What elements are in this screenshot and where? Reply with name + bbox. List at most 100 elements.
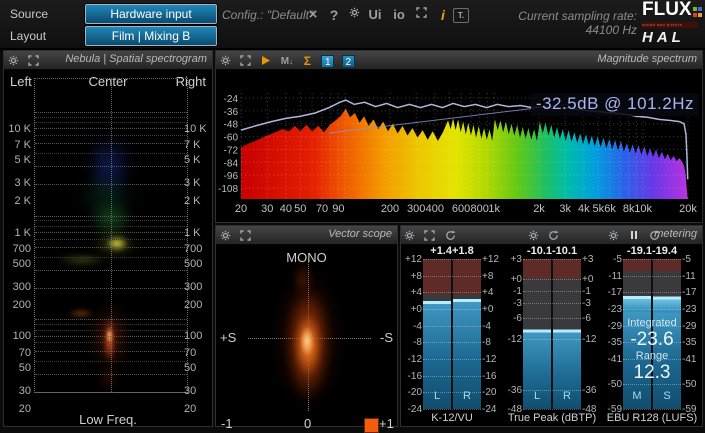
meter-bar [653, 259, 681, 409]
view-2-button[interactable]: 2 [341, 55, 355, 69]
max-hold-icon[interactable]: M↓ [280, 56, 294, 68]
gear-icon[interactable] [403, 230, 416, 243]
expand-icon[interactable] [27, 55, 40, 68]
meter-bar [423, 259, 451, 409]
reset-icon[interactable] [547, 230, 560, 243]
info-icon[interactable]: i [441, 7, 445, 23]
meter-groups[interactable]: +1.4 +1.8 +12 +8 +4 +0 -4 -8 -12 -16 -20 -24 +12 +8 +4… [402, 245, 702, 428]
channel-label: S [663, 390, 671, 402]
freq-tick-label: 100 [12, 330, 31, 343]
freq-tick-label: 2 K [14, 195, 31, 208]
source-button[interactable]: Hardware input [85, 4, 217, 24]
gridline-minor [35, 342, 187, 344]
channel-center-label: Center [88, 74, 128, 89]
nebula-panel: Nebula | Spatial spectrogram Left Center… [3, 50, 213, 427]
expand-icon[interactable] [239, 55, 252, 68]
view-1-button[interactable]: 1 [321, 55, 335, 69]
vectorscope-panel: Vector scope MONO +S -S -1 0 +1 [215, 225, 398, 433]
channel-label: L [433, 390, 441, 402]
gridline [35, 246, 187, 248]
ui-settings-button[interactable]: Ui [368, 7, 382, 22]
reset-icon[interactable] [444, 230, 457, 243]
svg-text:40: 40 [280, 203, 292, 215]
correlation-swatch[interactable] [364, 418, 379, 433]
reset-icon[interactable] [648, 230, 661, 243]
meter-bar [553, 259, 581, 409]
meter-tickline [423, 309, 481, 310]
sampling-rate-text: Current sampling rate: 44100 Hz [518, 9, 637, 37]
flux-colon-dots [692, 4, 702, 22]
freq-tick-label: 700 [12, 242, 31, 255]
metering-title: metering [654, 228, 697, 240]
svg-text:-84: -84 [224, 158, 239, 169]
gear-icon[interactable] [347, 7, 361, 20]
meter-tickline [423, 409, 481, 410]
expand-icon[interactable] [423, 230, 436, 243]
svg-text:200: 200 [381, 203, 399, 215]
spectrum-chart[interactable]: 20 30 40 50 70 90 200 300 400 600 800 1k 2k 3k 4k 5k 6k 8… [216, 69, 702, 222]
channel-left-label: Left [10, 74, 32, 89]
nebula-specks-orange [67, 309, 95, 318]
gridline [35, 111, 187, 113]
gear-icon[interactable] [527, 230, 540, 243]
io-settings-button[interactable]: io [393, 7, 405, 22]
meter-tickline [523, 290, 581, 292]
svg-text:-72: -72 [224, 145, 239, 156]
integrated-label: Integrated [627, 317, 677, 329]
freq-tick-label: 500 [12, 257, 31, 270]
gear-icon[interactable] [607, 230, 620, 243]
mono-label: MONO [286, 250, 327, 265]
svg-text:-36: -36 [224, 107, 239, 118]
fullscreen-icon[interactable] [414, 7, 429, 20]
meter-tickline [623, 275, 681, 277]
channel-label: M [632, 390, 642, 402]
meter-scale-left: +3 +0 -1 -3 -6 -12 -36 -48 [507, 254, 522, 415]
pause-icon[interactable] [627, 230, 640, 243]
freq-tick-label: 50 [18, 361, 31, 374]
svg-text:3k: 3k [559, 203, 571, 215]
freq-tick-label: 70 [18, 346, 31, 359]
nebula-streak-olive [55, 254, 109, 266]
freq-tick-label: 3 K [14, 177, 31, 190]
freq-tick-label: 30 [18, 384, 31, 397]
layout-button[interactable]: Film | Mixing B [85, 26, 217, 46]
svg-text:90: 90 [332, 203, 344, 215]
spectrogram-plot[interactable] [34, 78, 188, 393]
play-icon[interactable] [260, 55, 273, 68]
gridline-minor [35, 153, 187, 155]
help-icon[interactable]: ? [329, 7, 339, 23]
gridline [35, 231, 187, 233]
plus-s-label: +S [220, 330, 237, 345]
close-config-icon[interactable]: × [308, 6, 318, 23]
flux-logo: FLUX sound and picture development HAL [642, 0, 702, 46]
svg-text:5k: 5k [592, 203, 604, 215]
gear-icon[interactable] [219, 55, 232, 68]
svg-text:800: 800 [471, 203, 489, 215]
meter-tickline [523, 259, 581, 260]
freq-tick-label: 700 [184, 242, 203, 255]
svg-text:1k: 1k [488, 203, 500, 215]
meter-scale-right: +12 +8 +4 +0 -4 -8 -12 -16 -20 -24 [482, 254, 499, 415]
svg-text:2k: 2k [533, 203, 545, 215]
gear-icon[interactable] [219, 230, 232, 243]
cursor-readout: -32.5dB @ 101.2Hz [530, 93, 699, 116]
channel-label: R [463, 390, 471, 402]
expand-icon[interactable] [239, 230, 252, 243]
nebula-xlabel: Low Freq. [79, 412, 137, 427]
svg-text:400: 400 [426, 203, 444, 215]
meter-tickline [623, 342, 681, 344]
sum-icon[interactable]: Σ [303, 54, 311, 69]
nebula-blob-blue [87, 134, 131, 198]
meter-readout: -10.1 -10.1 [526, 245, 578, 257]
svg-text:30: 30 [261, 203, 273, 215]
minus-s-label: -S [380, 330, 393, 345]
vectorscope-header: Vector scope [216, 226, 397, 245]
svg-text:600: 600 [452, 203, 470, 215]
nebula-red-core [106, 327, 113, 344]
gear-icon[interactable] [7, 55, 20, 68]
gridline [35, 288, 187, 290]
range-value: 12.3 [633, 362, 671, 383]
gridline [35, 166, 187, 168]
text-tool-icon[interactable]: T. [453, 8, 469, 23]
